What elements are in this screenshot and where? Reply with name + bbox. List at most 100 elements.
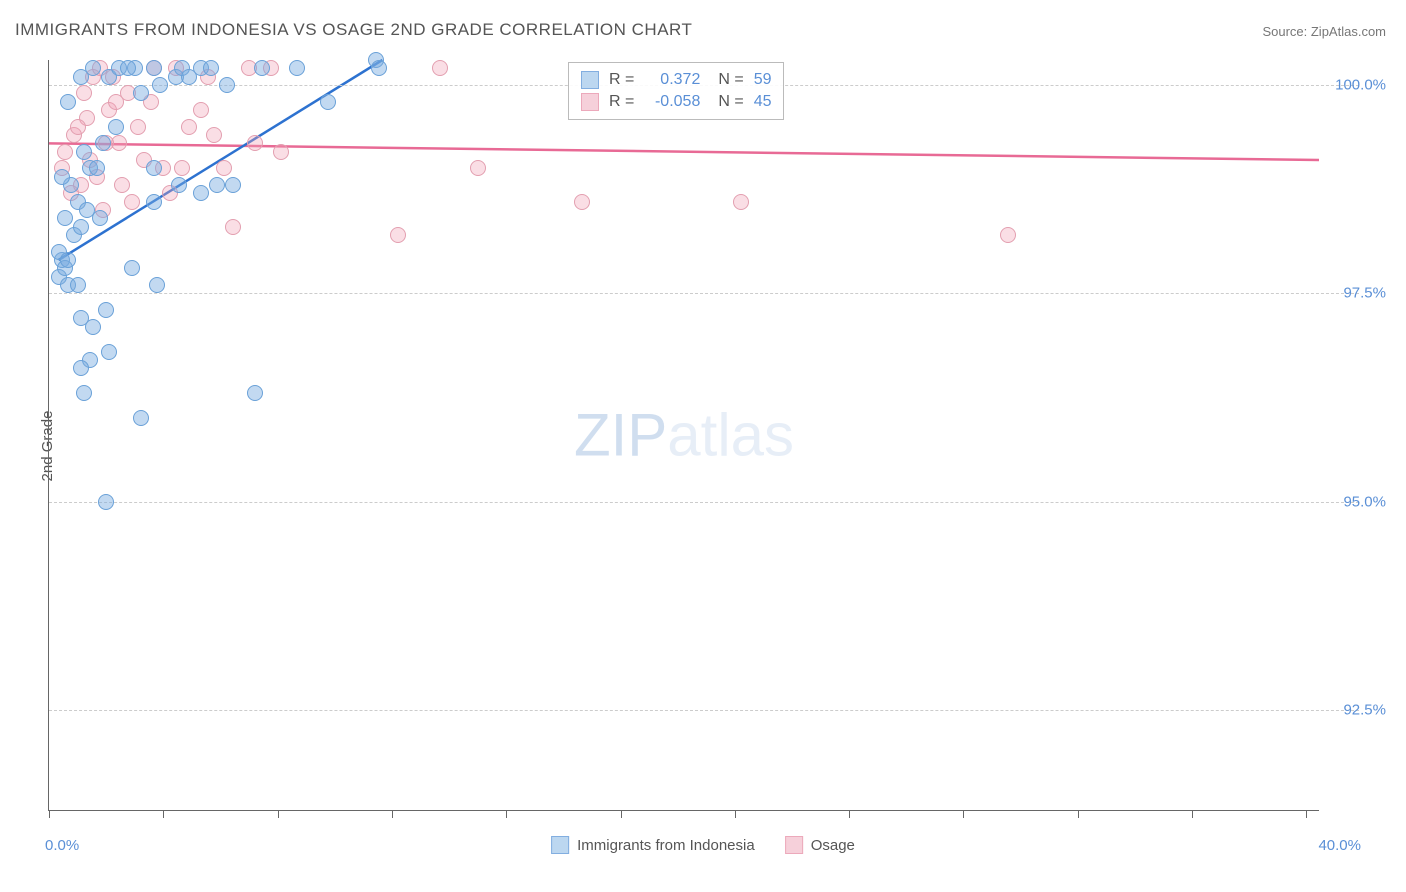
gridline: [49, 710, 1359, 711]
gridline: [49, 293, 1359, 294]
plot-area: ZIPatlas: [48, 60, 1319, 811]
data-point: [70, 119, 86, 135]
data-point: [73, 360, 89, 376]
r-label: R =: [609, 93, 634, 111]
data-point: [54, 169, 70, 185]
r-value-blue: 0.372: [644, 71, 700, 89]
x-tick: [849, 810, 850, 818]
data-point: [73, 219, 89, 235]
legend-label-pink: Osage: [811, 837, 855, 854]
data-point: [216, 160, 232, 176]
data-point: [371, 60, 387, 76]
data-point: [320, 94, 336, 110]
trend-lines: [49, 60, 1319, 810]
data-point: [92, 210, 108, 226]
y-tick-label: 95.0%: [1343, 493, 1386, 510]
data-point: [171, 177, 187, 193]
x-tick: [735, 810, 736, 818]
data-point: [133, 85, 149, 101]
data-point: [209, 177, 225, 193]
x-tick: [621, 810, 622, 818]
data-point: [432, 60, 448, 76]
blue-swatch-icon: [581, 71, 599, 89]
data-point: [98, 302, 114, 318]
data-point: [95, 135, 111, 151]
data-point: [1000, 227, 1016, 243]
correlation-stats-box: R = 0.372 N = 59 R = -0.058 N = 45: [568, 62, 784, 120]
data-point: [108, 94, 124, 110]
y-tick-label: 92.5%: [1343, 702, 1386, 719]
data-point: [76, 85, 92, 101]
n-value-blue: 59: [754, 71, 772, 89]
data-point: [85, 60, 101, 76]
data-point: [247, 135, 263, 151]
data-point: [225, 177, 241, 193]
data-point: [225, 219, 241, 235]
data-point: [181, 69, 197, 85]
data-point: [89, 160, 105, 176]
data-point: [130, 119, 146, 135]
x-tick-label-max: 40.0%: [1318, 837, 1361, 854]
n-label: N =: [718, 71, 743, 89]
data-point: [57, 210, 73, 226]
data-point: [193, 102, 209, 118]
x-tick: [278, 810, 279, 818]
data-point: [60, 252, 76, 268]
data-point: [174, 160, 190, 176]
x-tick: [392, 810, 393, 818]
data-point: [133, 410, 149, 426]
data-point: [247, 385, 263, 401]
data-point: [120, 60, 136, 76]
data-point: [146, 60, 162, 76]
data-point: [124, 260, 140, 276]
data-point: [114, 177, 130, 193]
data-point: [149, 277, 165, 293]
data-point: [219, 77, 235, 93]
data-point: [108, 119, 124, 135]
data-point: [98, 494, 114, 510]
data-point: [470, 160, 486, 176]
data-point: [574, 194, 590, 210]
data-point: [76, 144, 92, 160]
r-value-pink: -0.058: [644, 93, 700, 111]
source-label: Source: ZipAtlas.com: [1262, 24, 1386, 39]
data-point: [289, 60, 305, 76]
gridline: [49, 502, 1359, 503]
n-value-pink: 45: [754, 93, 772, 111]
trend-line: [49, 143, 1319, 160]
data-point: [76, 385, 92, 401]
x-tick: [963, 810, 964, 818]
legend-label-blue: Immigrants from Indonesia: [577, 837, 755, 854]
data-point: [101, 344, 117, 360]
x-tick: [1078, 810, 1079, 818]
x-tick: [506, 810, 507, 818]
stats-row-blue: R = 0.372 N = 59: [581, 69, 771, 91]
y-tick-label: 100.0%: [1335, 77, 1386, 94]
data-point: [60, 94, 76, 110]
x-tick: [49, 810, 50, 818]
x-tick-label-min: 0.0%: [45, 837, 79, 854]
legend-item-pink: Osage: [785, 836, 855, 854]
data-point: [181, 119, 197, 135]
data-point: [733, 194, 749, 210]
r-label: R =: [609, 71, 634, 89]
data-point: [152, 77, 168, 93]
data-point: [193, 185, 209, 201]
legend: Immigrants from Indonesia Osage: [551, 836, 855, 854]
y-tick-label: 97.5%: [1343, 285, 1386, 302]
x-tick: [1306, 810, 1307, 818]
data-point: [146, 194, 162, 210]
data-point: [85, 319, 101, 335]
x-tick: [1192, 810, 1193, 818]
data-point: [206, 127, 222, 143]
blue-swatch-icon: [551, 836, 569, 854]
legend-item-blue: Immigrants from Indonesia: [551, 836, 755, 854]
data-point: [57, 144, 73, 160]
stats-row-pink: R = -0.058 N = 45: [581, 91, 771, 113]
data-point: [146, 160, 162, 176]
data-point: [124, 194, 140, 210]
data-point: [203, 60, 219, 76]
data-point: [70, 277, 86, 293]
pink-swatch-icon: [785, 836, 803, 854]
data-point: [390, 227, 406, 243]
